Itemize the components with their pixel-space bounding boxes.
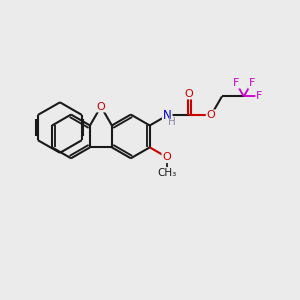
Text: O: O	[207, 110, 215, 120]
Text: O: O	[185, 88, 194, 98]
Text: H: H	[168, 117, 176, 127]
Text: N: N	[163, 109, 172, 122]
Text: O: O	[97, 101, 105, 112]
Text: F: F	[256, 92, 263, 101]
Text: CH₃: CH₃	[157, 168, 176, 178]
Text: F: F	[248, 78, 255, 88]
Text: O: O	[162, 152, 171, 162]
Text: F: F	[233, 78, 239, 88]
